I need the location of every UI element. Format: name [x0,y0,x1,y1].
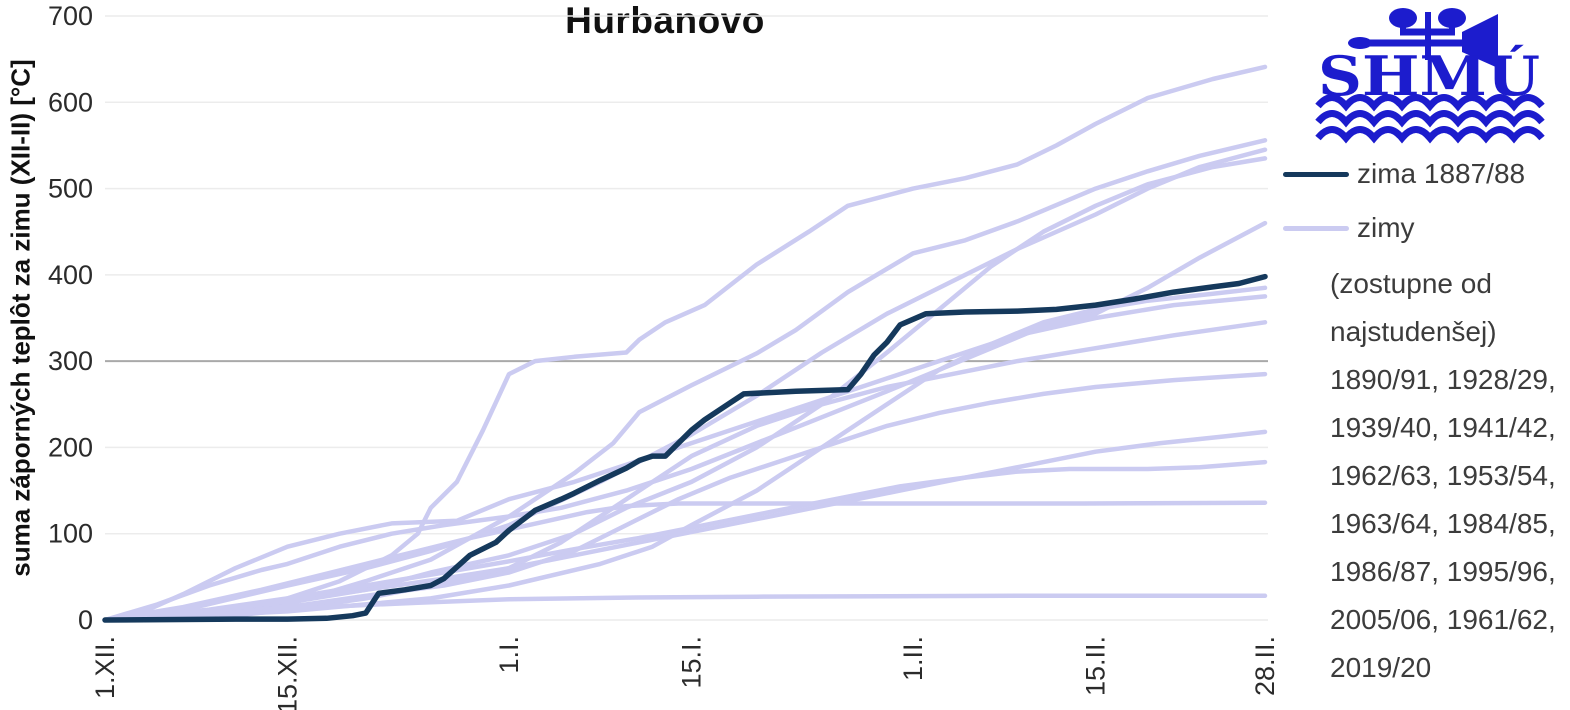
series-line-1928/29 [102,138,1268,623]
series-line-2005/06 [102,459,1268,623]
series-line-1995/96 [102,429,1268,623]
legend-note-line: 1939/40, 1941/42, [1330,412,1556,443]
legend-label-highlight: zima 1887/88 [1357,158,1526,189]
y-tick-labels: 0 100 200 300 400 500 600 700 [48,1,93,635]
legend-swatch-other [1283,225,1349,231]
legend-note-line: najstudenšej) [1330,316,1497,347]
x-tick-label: 15.XII. [272,636,302,710]
y-tick-label: 100 [48,519,93,549]
legend-note-line: (zostupne od [1330,268,1492,299]
x-tick-label: 1.XII. [90,636,120,699]
anemometer-icon [1348,8,1498,68]
x-tick-label: 15.I. [677,636,707,689]
chart-title: Hurbanovo [565,0,765,41]
series-line-1890/91 [102,64,1268,623]
legend-note-line: 1890/91, 1928/29, [1330,364,1556,395]
series-line-1962/63 [102,220,1268,623]
series-line-1984/85 [102,320,1268,623]
legend-note-line: 1986/87, 1995/96, [1330,556,1556,587]
legend-label-other: zimy [1357,212,1415,243]
legend-note: (zostupne od najstudenšej) 1890/91, 1928… [1330,260,1556,692]
y-tick-label: 500 [48,174,93,204]
y-tick-label: 600 [48,87,93,117]
x-tick-labels: 1.XII. 15.XII. 1.I. 15.I. 1.II. 15.II. 28.II. [90,636,1280,710]
series-lines [102,64,1268,623]
series-line-zima 1887/88 [102,273,1268,623]
shmu-logo: SHMÚ [1315,8,1545,144]
legend-note-line: 2005/06, 1961/62, [1330,604,1556,635]
y-tick-label: 700 [48,1,93,31]
x-tick-label: 28.II. [1250,636,1280,696]
y-tick-label: 0 [78,605,93,635]
x-tick-label: 15.II. [1081,636,1111,696]
legend-note-line: 2019/20 [1330,652,1432,683]
legend-note-line: 1962/63, 1953/54, [1330,460,1556,491]
y-tick-label: 400 [48,260,93,290]
series-line-1963/64 [102,294,1268,623]
legend-item-other: zimy [1283,212,1415,244]
y-tick-label: 300 [48,346,93,376]
logo-waves-icon [1315,94,1545,144]
legend-note-line: 1963/64, 1984/85, [1330,508,1556,539]
legend-swatch-highlight [1283,171,1349,177]
y-tick-label: 200 [48,432,93,462]
series-line-1986/87 [102,371,1268,623]
legend-item-highlight: zima 1887/88 [1283,158,1525,190]
series-line-2019/20 [102,593,1268,623]
x-tick-label: 1.II. [898,636,928,681]
plot-svg: 0 100 200 300 400 500 600 700 1.XII. 15.XII. 1.I.… [48,1,1280,710]
x-tick-label: 1.I. [494,636,524,674]
